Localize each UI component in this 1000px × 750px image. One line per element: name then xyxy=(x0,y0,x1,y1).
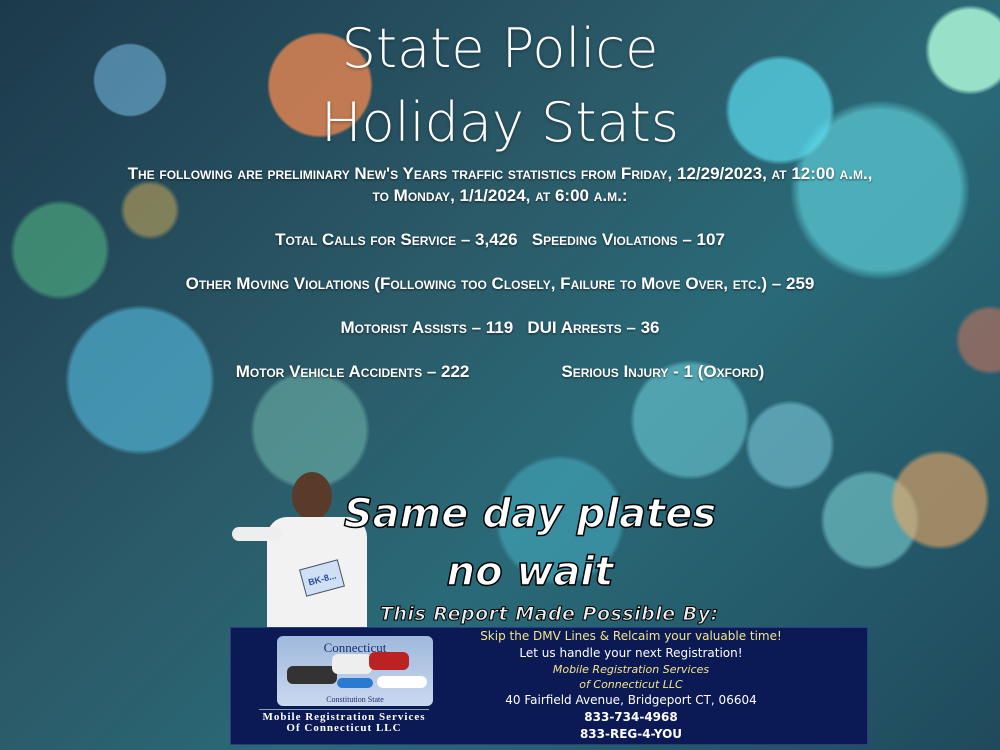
logo-motto: Constitution State xyxy=(326,695,384,704)
stats-row-1: Total Calls for Service – 3,426 Speeding… xyxy=(0,229,1000,251)
company-name-1: Mobile Registration Services xyxy=(552,663,710,676)
intro-text: The following are preliminary New's Year… xyxy=(0,163,1000,207)
intro-line-2: to Monday, 1/1/2024, at 6:00 a.m.: xyxy=(372,186,628,205)
stat-other: Other Moving Violations (Following too C… xyxy=(185,274,815,293)
sponsor-banner[interactable]: Connecticut Constitution State Mobile Re… xyxy=(230,627,868,745)
title-line-1: State Police xyxy=(341,17,659,80)
sponsor-label: This Report Made Possible By: xyxy=(380,603,719,626)
stat-calls: Total Calls for Service – 3,426 xyxy=(275,230,518,249)
promo-headline-1: Same day plates xyxy=(343,490,717,538)
call-to-action: Let us handle your next Registration! xyxy=(519,646,743,660)
company-logo: Connecticut Constitution State xyxy=(277,636,433,706)
stat-speeding: Speeding Violations – 107 xyxy=(531,230,725,249)
spokesperson-image: BK-8... xyxy=(232,472,382,627)
logo-company-name: Mobile Registration Services Of Connecti… xyxy=(259,709,429,734)
stats-row-4: Motor Vehicle Accidents – 222 Serious Inj… xyxy=(0,361,1000,383)
logo-state: Connecticut xyxy=(323,640,387,655)
vanity-phone-number[interactable]: 833-REG-4-YOU xyxy=(579,727,683,741)
stat-dui: DUI Arrests – 36 xyxy=(527,318,660,337)
stats-row-3: Motorist Assists – 119 DUI Arrests – 36 xyxy=(0,317,1000,339)
page-title: State Police Holiday Stats xyxy=(0,12,1000,160)
company-name-2: of Connecticut LLC xyxy=(579,678,683,691)
intro-line-1: The following are preliminary New's Year… xyxy=(127,164,873,183)
promo-headline-2: no wait xyxy=(446,548,614,596)
title-line-2: Holiday Stats xyxy=(321,91,679,154)
stat-injury: Serious Injury - 1 (Oxford) xyxy=(561,362,765,381)
address: 40 Fairfield Avenue, Bridgeport CT, 0660… xyxy=(505,693,757,707)
tagline: Skip the DMV Lines & Relcaim your valuab… xyxy=(480,629,782,643)
stat-assists: Motorist Assists – 119 xyxy=(340,318,514,337)
stat-accidents: Motor Vehicle Accidents – 222 xyxy=(235,362,470,381)
sponsor-info: Skip the DMV Lines & Relcaim your valuab… xyxy=(471,628,791,743)
phone-number[interactable]: 833-734-4968 xyxy=(584,710,678,724)
